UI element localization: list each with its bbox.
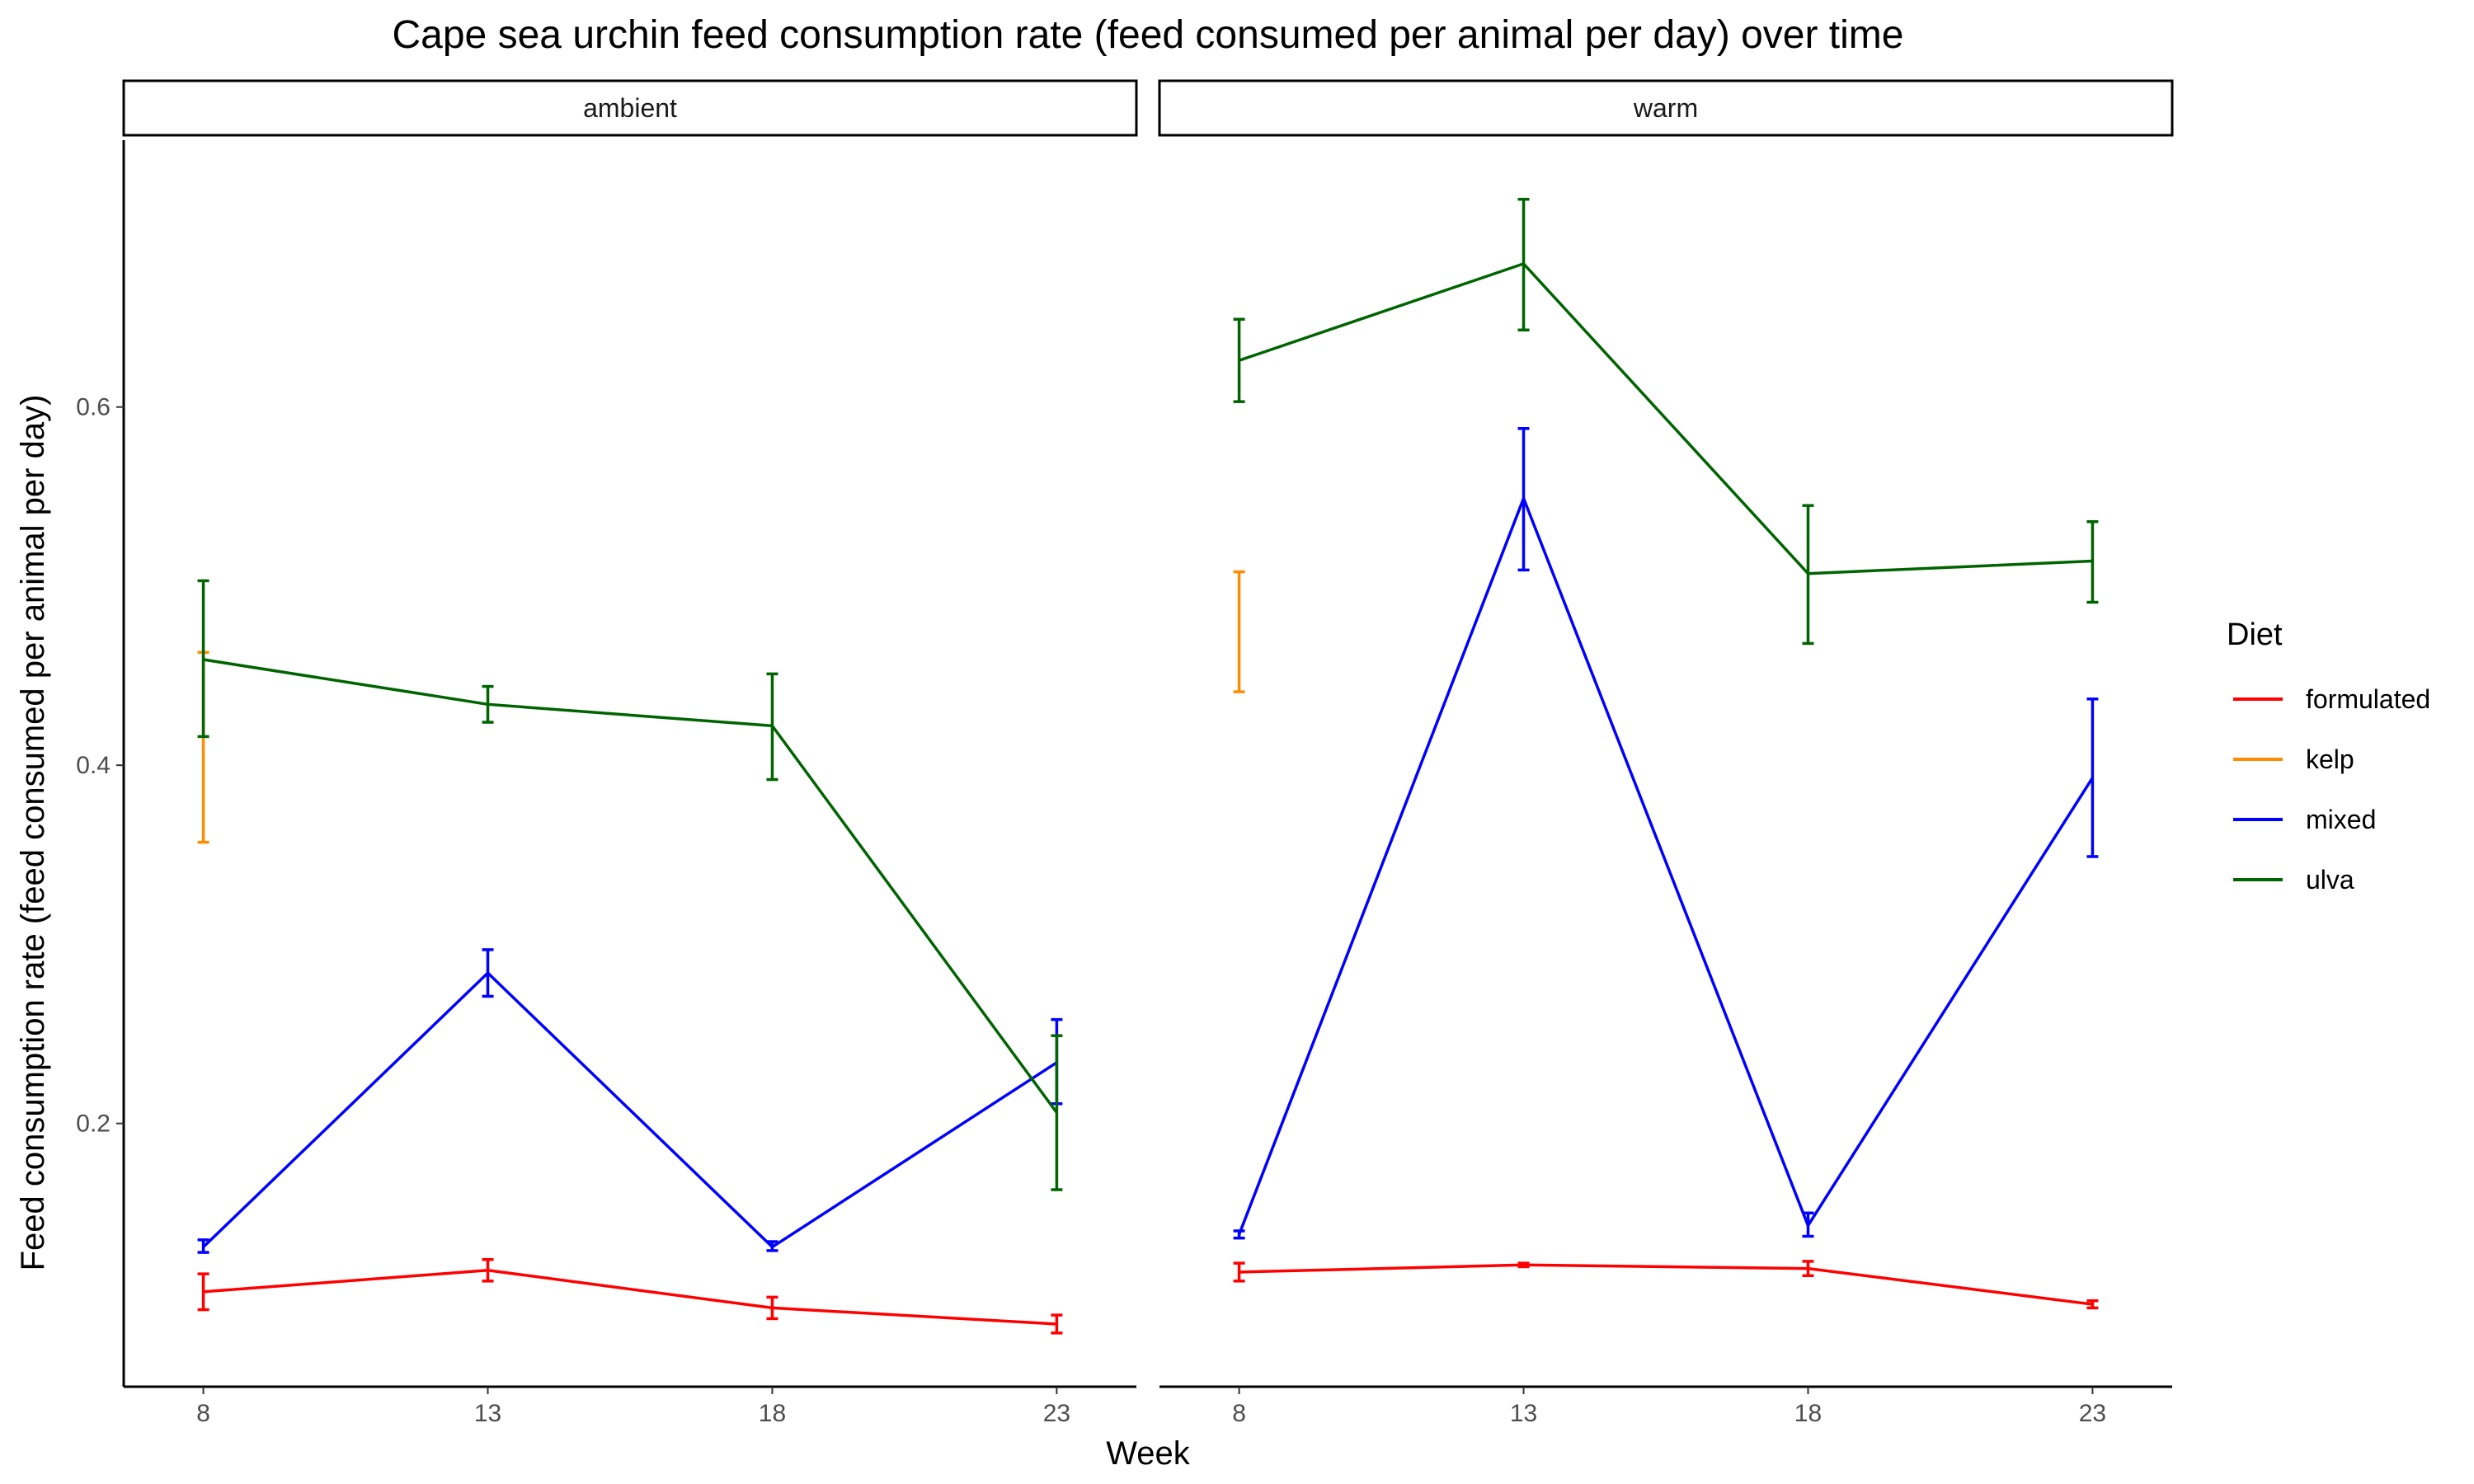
legend-label: kelp <box>2306 744 2354 774</box>
x-tick-label: 23 <box>2079 1400 2106 1427</box>
series-line-segment <box>1522 262 1809 575</box>
y-tick-label: 0.4 <box>76 752 111 779</box>
series-line-segment <box>202 971 489 1248</box>
legend-item-formulated: formulated <box>2233 684 2430 714</box>
strip-warm <box>1158 79 2174 137</box>
strip-ambient <box>122 79 1138 137</box>
series-formulated <box>1233 1260 2099 1310</box>
legend-item-mixed: mixed <box>2233 805 2376 834</box>
legend-item-ulva: ulva <box>2233 865 2354 895</box>
series-line-segment <box>1237 497 1526 1235</box>
series-line-segment <box>772 1306 1057 1326</box>
series-ulva <box>197 579 1063 1191</box>
chart-title: Cape sea urchin feed consumption rate (f… <box>393 13 1904 57</box>
legend: Diet formulated kelp mixed ulva <box>2227 618 2430 895</box>
strip-label: ambient <box>583 93 677 123</box>
x-tick-label: 8 <box>196 1400 210 1427</box>
legend-item-kelp: kelp <box>2233 744 2354 774</box>
series-ulva <box>1233 197 2099 646</box>
panel-ambient: ambient 0.2 0.4 0.6 8 13 18 23 <box>76 79 1138 1427</box>
x-tick-label: 18 <box>759 1400 786 1427</box>
series-line-segment <box>771 725 1058 1114</box>
y-axis-title: Feed consumption rate (feed consumed per… <box>15 395 51 1271</box>
series-kelp <box>1233 570 1245 693</box>
series-line-segment <box>1239 1263 1524 1274</box>
legend-items: formulated kelp mixed ulva <box>2233 684 2430 895</box>
series-line-segment <box>1239 262 1525 362</box>
series-line-segment <box>1522 497 1810 1227</box>
legend-label: ulva <box>2306 865 2354 895</box>
x-tick-label: 8 <box>1232 1400 1246 1427</box>
x-tick-label: 23 <box>1043 1400 1070 1427</box>
series-mixed <box>197 948 1063 1254</box>
legend-label: formulated <box>2306 684 2430 714</box>
error-bar <box>197 579 209 739</box>
series-line-segment <box>1806 777 2094 1227</box>
legend-title: Diet <box>2227 618 2283 652</box>
x-tick-label: 18 <box>1794 1400 1822 1427</box>
series-line-segment <box>487 702 773 728</box>
x-axis-title: Week <box>1106 1435 1191 1472</box>
series-line-segment <box>1808 559 2093 575</box>
facet-panels: ambient 0.2 0.4 0.6 8 13 18 23 warm 8 13 18 23 <box>76 79 2174 1427</box>
series-line-segment <box>203 658 488 707</box>
series-line-segment <box>1808 1266 2093 1306</box>
series-line-segment <box>487 1269 773 1310</box>
series-mixed <box>1233 427 2099 1240</box>
strip-label: warm <box>1633 93 1698 123</box>
legend-label: mixed <box>2306 805 2376 834</box>
series-line-segment <box>203 1269 488 1294</box>
y-tick-label: 0.6 <box>76 394 111 421</box>
series-line-segment <box>487 971 774 1248</box>
series-formulated <box>197 1258 1063 1335</box>
y-tick-label: 0.2 <box>76 1111 111 1138</box>
series-line-segment <box>1523 1263 1808 1270</box>
series-line-segment <box>771 1061 1058 1249</box>
panel-warm: warm 8 13 18 23 <box>1158 79 2174 1427</box>
error-bar <box>1233 570 1245 693</box>
x-tick-label: 13 <box>1510 1400 1537 1427</box>
error-bar <box>1802 504 1814 646</box>
x-tick-label: 13 <box>474 1400 501 1427</box>
